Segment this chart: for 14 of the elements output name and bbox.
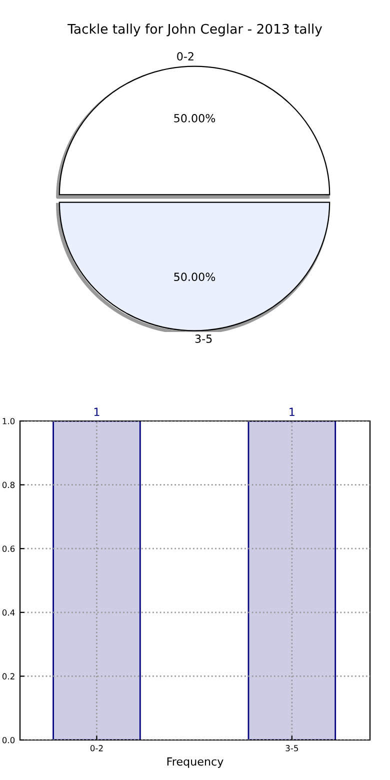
y-tick-label: 0.0 bbox=[2, 736, 15, 744]
y-tick-label: 0.2 bbox=[2, 673, 14, 680]
data-label: 50.00% bbox=[174, 272, 216, 282]
y-tick-label: 1.0 bbox=[2, 418, 15, 424]
y-tick-label: 0.4 bbox=[2, 609, 15, 616]
data-label: 50.00% bbox=[174, 114, 216, 122]
slice-label: 0-2 bbox=[177, 52, 194, 61]
data-label: 1 bbox=[290, 408, 294, 416]
x-axis-title: Frequency bbox=[167, 757, 224, 768]
slice-label: 3-5 bbox=[195, 334, 212, 343]
y-tick-label: 0.8 bbox=[2, 482, 15, 488]
data-label: 1 bbox=[94, 408, 100, 416]
y-tick-label: 0.6 bbox=[2, 546, 15, 552]
chart-title: Tackle tally for John Ceglar - 2013 tally bbox=[68, 24, 322, 36]
